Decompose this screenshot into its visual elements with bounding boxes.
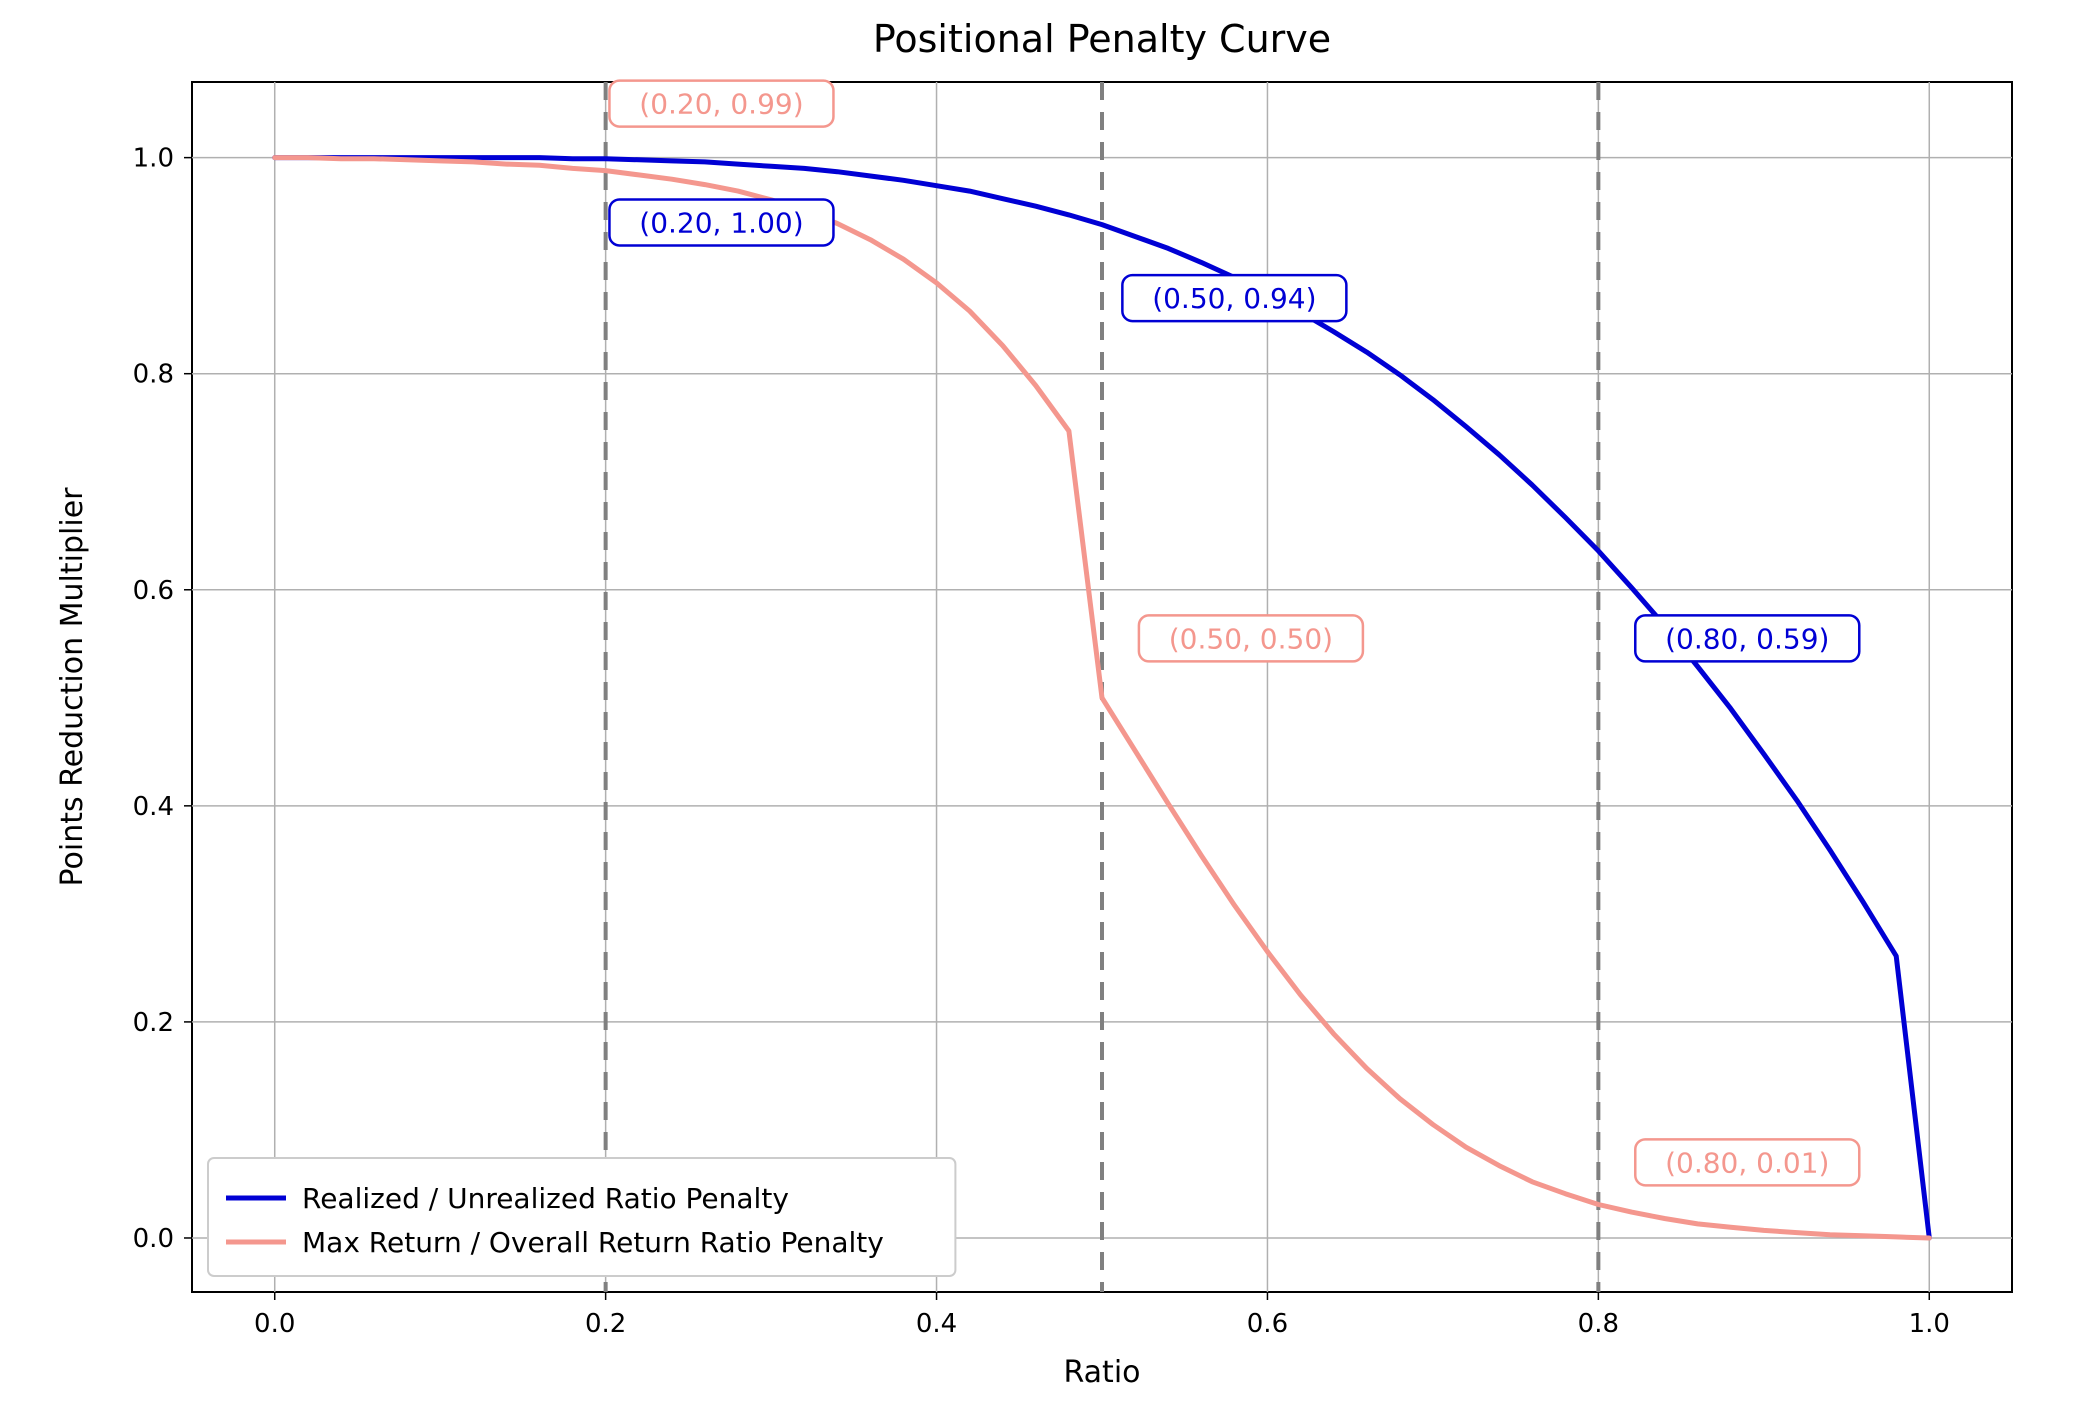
y-tick-label: 0.0 — [133, 1224, 174, 1254]
svg-text:(0.50, 0.94): (0.50, 0.94) — [1152, 282, 1316, 315]
x-tick-label: 0.8 — [1578, 1309, 1619, 1339]
annotation-1: (0.20, 1.00) — [609, 199, 833, 245]
y-tick-label: 0.2 — [133, 1008, 174, 1038]
x-tick-label: 1.0 — [1909, 1309, 1950, 1339]
legend-label-0: Realized / Unrealized Ratio Penalty — [302, 1182, 789, 1215]
x-tick-label: 0.0 — [254, 1309, 295, 1339]
x-axis-label: Ratio — [1063, 1355, 1140, 1390]
y-tick-label: 0.4 — [133, 792, 174, 822]
y-tick-label: 0.8 — [133, 360, 174, 390]
legend-label-1: Max Return / Overall Return Ratio Penalt… — [302, 1226, 884, 1259]
svg-text:(0.80, 0.01): (0.80, 0.01) — [1665, 1146, 1829, 1179]
penalty-curve-chart: (0.20, 0.99) (0.20, 1.00) (0.50, 0.94) (0.5… — [0, 0, 2074, 1407]
svg-text:(0.20, 0.99): (0.20, 0.99) — [639, 88, 803, 121]
annotation-3: (0.50, 0.50) — [1139, 615, 1363, 661]
svg-text:(0.50, 0.50): (0.50, 0.50) — [1169, 622, 1333, 655]
x-tick-label: 0.4 — [916, 1309, 957, 1339]
x-tick-label: 0.6 — [1247, 1309, 1288, 1339]
chart-container: (0.20, 0.99) (0.20, 1.00) (0.50, 0.94) (0.5… — [0, 0, 2074, 1407]
y-tick-label: 0.6 — [133, 576, 174, 606]
svg-text:(0.20, 1.00): (0.20, 1.00) — [639, 206, 803, 239]
y-tick-label: 1.0 — [133, 144, 174, 174]
y-axis-label: Points Reduction Multiplier — [55, 487, 90, 887]
svg-text:(0.80, 0.59): (0.80, 0.59) — [1665, 622, 1829, 655]
annotation-0: (0.20, 0.99) — [609, 81, 833, 127]
annotation-2: (0.50, 0.94) — [1122, 275, 1346, 321]
annotation-5: (0.80, 0.01) — [1635, 1139, 1859, 1185]
chart-title: Positional Penalty Curve — [873, 17, 1331, 61]
legend: Realized / Unrealized Ratio Penalty Max R… — [208, 1158, 955, 1276]
annotation-4: (0.80, 0.59) — [1635, 615, 1859, 661]
x-tick-label: 0.2 — [585, 1309, 626, 1339]
